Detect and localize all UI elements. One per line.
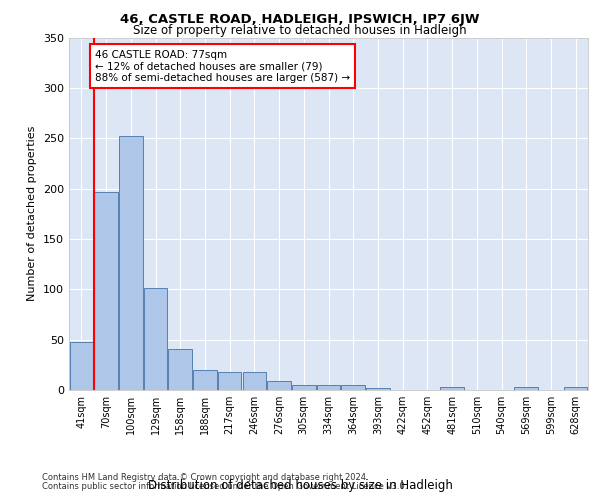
Y-axis label: Number of detached properties: Number of detached properties xyxy=(28,126,37,302)
Bar xyxy=(366,388,389,390)
Bar xyxy=(144,288,167,390)
Bar xyxy=(193,370,217,390)
Bar xyxy=(169,348,192,390)
Bar xyxy=(218,372,241,390)
Bar xyxy=(292,385,316,390)
Text: Contains public sector information licensed under the Open Government Licence v3: Contains public sector information licen… xyxy=(42,482,407,491)
Bar xyxy=(242,372,266,390)
Bar xyxy=(94,192,118,390)
Bar xyxy=(440,387,464,390)
Text: Distribution of detached houses by size in Hadleigh: Distribution of detached houses by size … xyxy=(148,480,452,492)
Bar xyxy=(317,385,340,390)
Text: Contains HM Land Registry data © Crown copyright and database right 2024.: Contains HM Land Registry data © Crown c… xyxy=(42,472,368,482)
Bar xyxy=(70,342,93,390)
Bar xyxy=(514,387,538,390)
Bar xyxy=(564,387,587,390)
Text: 46 CASTLE ROAD: 77sqm
← 12% of detached houses are smaller (79)
88% of semi-deta: 46 CASTLE ROAD: 77sqm ← 12% of detached … xyxy=(95,50,350,83)
Bar xyxy=(268,381,291,390)
Text: Size of property relative to detached houses in Hadleigh: Size of property relative to detached ho… xyxy=(133,24,467,37)
Text: 46, CASTLE ROAD, HADLEIGH, IPSWICH, IP7 6JW: 46, CASTLE ROAD, HADLEIGH, IPSWICH, IP7 … xyxy=(120,12,480,26)
Bar xyxy=(341,385,365,390)
Bar xyxy=(119,136,143,390)
